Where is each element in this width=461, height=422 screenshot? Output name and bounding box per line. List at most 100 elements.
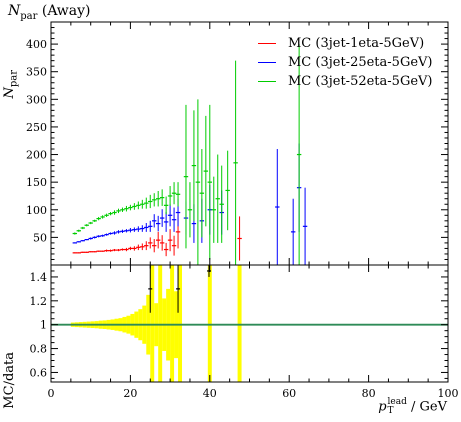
data-point — [136, 226, 141, 232]
data-point — [237, 216, 242, 261]
data-point — [207, 104, 212, 260]
data-point — [136, 244, 141, 251]
legend-item-blue: MC (3jet-25eta-5GeV) — [258, 53, 433, 72]
data-point — [92, 219, 97, 222]
data-point — [225, 150, 230, 231]
data-point — [108, 211, 113, 216]
ratio-band-bin — [170, 265, 175, 382]
data-point — [72, 242, 78, 244]
data-point — [159, 189, 165, 206]
y-tick-label: 100 — [26, 204, 47, 217]
data-point — [144, 197, 149, 209]
data-point — [152, 193, 157, 207]
data-point — [215, 154, 220, 243]
ratio-point — [148, 265, 153, 313]
data-point — [148, 194, 153, 209]
data-point — [112, 231, 117, 235]
data-point — [84, 238, 89, 241]
y-tick-label: 350 — [26, 66, 47, 79]
data-point — [88, 221, 93, 225]
x-axis-label: p lead T / GeV — [378, 397, 447, 416]
data-point — [112, 210, 117, 215]
legend-swatch-blue — [258, 62, 276, 63]
data-point — [148, 237, 153, 249]
y-tick-label: 200 — [26, 149, 47, 162]
data-point — [120, 229, 125, 233]
y-tick-label: 300 — [26, 93, 47, 106]
data-point — [76, 241, 81, 243]
y-tick-label: 0.6 — [30, 366, 48, 379]
y-tick-label: 150 — [26, 176, 47, 189]
data-point — [72, 232, 78, 235]
ratio-band-bin — [207, 265, 212, 382]
y-tick-label: 250 — [26, 121, 47, 134]
y-tick-label: 1.2 — [30, 295, 48, 308]
ratio-point — [207, 265, 212, 277]
ratio-band-bin — [150, 265, 155, 382]
data-point — [140, 243, 145, 251]
data-point — [104, 233, 109, 236]
data-point — [233, 60, 238, 265]
data-point — [104, 213, 109, 217]
data-point — [155, 190, 161, 207]
data-point — [116, 248, 121, 252]
y-axis-label-ratio: MC/data — [2, 352, 17, 409]
data-point — [175, 182, 181, 207]
data-point — [132, 203, 137, 210]
data-point — [92, 251, 97, 253]
data-point — [159, 209, 165, 227]
data-point — [108, 232, 113, 235]
legend-swatch-red — [258, 43, 276, 44]
data-point — [112, 248, 117, 252]
data-point — [100, 234, 105, 237]
x-tick-label: 20 — [123, 387, 137, 400]
data-point — [116, 208, 121, 214]
data-point — [275, 149, 280, 265]
data-point — [171, 235, 177, 256]
data-point — [163, 242, 169, 257]
data-point — [144, 223, 149, 232]
data-point — [84, 251, 89, 253]
data-point — [171, 207, 177, 232]
data-point — [163, 211, 169, 232]
data-point — [290, 198, 296, 265]
data-point — [108, 249, 113, 252]
data-point — [163, 196, 169, 215]
data-point — [76, 229, 81, 232]
data-point — [84, 224, 89, 227]
legend-item-green: MC (3jet-52eta-5GeV) — [258, 72, 433, 91]
legend: MC (3jet-1eta-5GeV) MC (3jet-25eta-5GeV)… — [258, 34, 433, 91]
data-point — [76, 252, 81, 254]
data-point — [159, 235, 165, 251]
data-point — [100, 215, 105, 219]
data-point — [100, 250, 105, 252]
data-point — [128, 227, 133, 233]
data-point — [132, 246, 137, 251]
x-tick-label: 100 — [438, 387, 459, 400]
ratio-band-bin — [237, 265, 242, 382]
y-tick-label: 1 — [40, 319, 47, 332]
data-point — [132, 227, 137, 232]
data-point — [136, 201, 141, 210]
data-point — [199, 149, 205, 238]
y-tick-label: 0.8 — [30, 343, 48, 356]
data-point — [96, 250, 101, 252]
data-point — [140, 199, 145, 209]
data-point — [80, 251, 85, 253]
data-point — [92, 236, 97, 239]
data-point — [171, 182, 177, 205]
data-point — [203, 115, 209, 227]
data-point — [152, 239, 157, 253]
legend-item-red: MC (3jet-1eta-5GeV) — [258, 34, 433, 53]
legend-label: MC (3jet-25eta-5GeV) — [288, 55, 433, 70]
ratio-band-bin — [178, 265, 183, 382]
data-point — [140, 225, 145, 232]
x-tick-label: 0 — [48, 387, 55, 400]
data-point — [148, 220, 153, 232]
data-point — [302, 187, 308, 265]
y-tick-label: 400 — [26, 38, 47, 51]
y-tick-label: 1.4 — [30, 271, 48, 284]
data-point — [124, 229, 129, 233]
data-point — [88, 237, 93, 240]
